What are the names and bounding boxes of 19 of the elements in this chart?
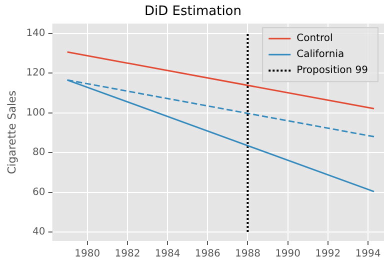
x-tick-label: 1994	[355, 248, 381, 260]
x-tick-label: 1988	[234, 248, 260, 260]
x-tick-label: 1984	[154, 248, 180, 260]
x-tick-label: 1992	[315, 248, 341, 260]
y-tick-label: 40	[32, 226, 46, 238]
y-tick-label: 140	[26, 28, 46, 39]
x-tick-label: 1980	[74, 248, 100, 260]
x-tick-label: 1990	[275, 248, 301, 260]
x-tick-label: 1982	[114, 248, 140, 260]
x-tick-label: 1986	[194, 248, 220, 260]
y-tick-label: 80	[32, 147, 46, 158]
legend-label: California	[296, 49, 344, 60]
y-axis-title: Cigarette Sales	[5, 90, 18, 174]
legend-label: Proposition 99	[296, 65, 368, 76]
y-tick-label: 100	[26, 107, 46, 118]
chart-title: DiD Estimation	[144, 4, 242, 20]
legend-label: Control	[296, 33, 333, 44]
y-tick-label: 60	[32, 186, 46, 198]
y-tick-label: 120	[26, 68, 46, 79]
